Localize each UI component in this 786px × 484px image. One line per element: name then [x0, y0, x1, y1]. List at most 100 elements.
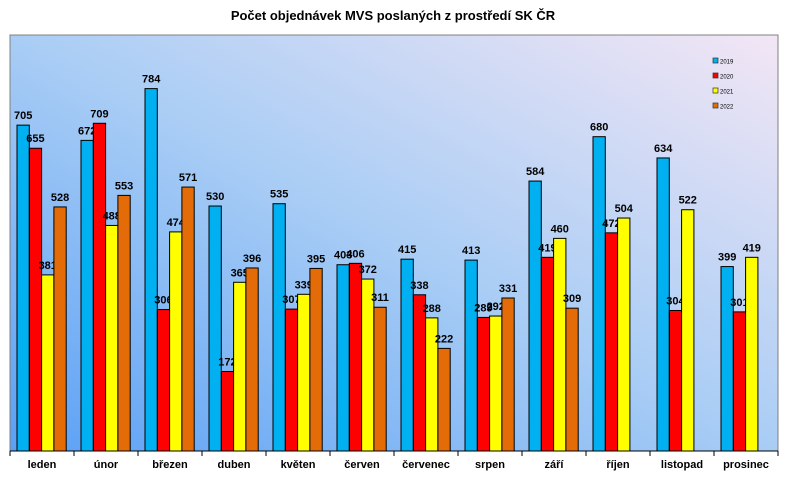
bar-2019 [80, 139, 94, 452]
bar-2021 [169, 231, 183, 452]
data-label: 472 [602, 218, 620, 230]
data-label: 311 [371, 292, 389, 304]
bar-2020 [28, 147, 43, 452]
data-label: 535 [270, 189, 288, 201]
bar-2022 [501, 297, 515, 452]
legend-swatch [712, 57, 719, 64]
x-tick-label: listopad [661, 459, 703, 471]
data-label: 288 [423, 303, 441, 315]
bar-2020 [348, 262, 363, 452]
data-label: 399 [718, 252, 736, 264]
data-label: 488 [103, 210, 121, 222]
data-label: 705 [14, 110, 32, 122]
data-label: 372 [359, 264, 377, 276]
bar-2021 [233, 281, 247, 452]
data-label: 571 [179, 172, 197, 184]
bar-2019 [272, 203, 286, 452]
bar-2021 [297, 293, 311, 452]
bar-2022 [437, 347, 451, 452]
bar-2019 [592, 136, 606, 452]
legend-swatch [712, 102, 719, 109]
data-label: 396 [243, 253, 261, 265]
bar-2021 [361, 278, 375, 452]
bar-2019 [528, 180, 542, 452]
data-label: 301 [730, 297, 748, 309]
bar-2019 [720, 266, 734, 452]
bar-2021 [553, 237, 567, 452]
bar-2019 [208, 205, 222, 452]
legend-label: 2021 [720, 90, 734, 96]
data-label: 304 [666, 295, 685, 307]
bar-2021 [105, 224, 119, 452]
legend-swatch [712, 72, 719, 79]
data-label: 522 [679, 195, 697, 207]
x-tick-label: červenec [402, 459, 450, 471]
data-label: 339 [295, 279, 313, 291]
x-tick-label: říjen [606, 459, 630, 471]
bar-2021 [617, 217, 631, 452]
bar-2019 [336, 264, 350, 452]
x-tick-label: srpen [475, 459, 505, 471]
bar-2022 [181, 186, 195, 452]
data-label: 528 [51, 192, 69, 204]
data-label: 709 [90, 108, 108, 120]
bar-2019 [464, 259, 478, 452]
data-label: 172 [218, 356, 236, 368]
data-label: 655 [26, 133, 44, 145]
x-tick-label: květen [281, 459, 316, 471]
bar-2022 [373, 306, 387, 452]
data-label: 289 [474, 302, 492, 314]
data-label: 460 [551, 223, 569, 235]
data-label: 553 [115, 180, 133, 192]
legend-swatch [712, 87, 719, 94]
data-label: 338 [410, 280, 428, 292]
data-label: 307 [282, 294, 300, 306]
bar-2020 [540, 256, 555, 452]
data-label: 406 [346, 248, 364, 260]
bar-2021 [745, 256, 759, 452]
bar-2020 [668, 309, 683, 452]
x-tick-label: září [545, 459, 565, 471]
bar-2022 [309, 267, 323, 452]
x-tick-label: červen [344, 459, 380, 471]
bar-2019 [144, 88, 158, 452]
bar-2020 [604, 232, 619, 452]
bar-2022 [245, 267, 259, 452]
data-label: 474 [167, 217, 186, 229]
bar-2021 [681, 209, 695, 452]
chart-title: Počet objednávek MVS poslaných z prostře… [230, 8, 556, 23]
data-label: 680 [590, 122, 608, 134]
data-label: 331 [499, 283, 517, 295]
data-label: 634 [654, 143, 673, 155]
data-label: 306 [154, 295, 172, 307]
bar-2020 [92, 122, 107, 452]
data-label: 222 [435, 333, 453, 345]
data-label: 419 [538, 242, 556, 254]
x-tick-label: duben [218, 459, 251, 471]
x-tick-label: prosinec [723, 459, 769, 471]
data-label: 403 [334, 250, 352, 262]
plot-area [9, 34, 779, 452]
bar-2019 [656, 157, 670, 452]
data-label: 395 [307, 253, 325, 265]
bar-2022 [117, 194, 131, 452]
x-tick-label: únor [94, 459, 119, 471]
legend-label: 2019 [720, 60, 734, 66]
bar-2019 [16, 124, 30, 452]
bar-2020 [220, 370, 235, 452]
data-label: 413 [462, 245, 480, 257]
data-label: 381 [39, 260, 57, 272]
data-label: 309 [563, 293, 581, 305]
bar-2021 [41, 274, 55, 452]
data-label: 365 [231, 267, 249, 279]
bar-2020 [732, 311, 747, 452]
data-label: 584 [526, 166, 545, 178]
bar-2022 [565, 307, 579, 452]
bar-2020 [284, 308, 299, 452]
legend-label: 2022 [720, 105, 734, 111]
x-tick-label: leden [28, 459, 57, 471]
bar-2022 [53, 206, 67, 452]
data-label: 292 [487, 301, 505, 313]
bar-2020 [476, 316, 491, 452]
